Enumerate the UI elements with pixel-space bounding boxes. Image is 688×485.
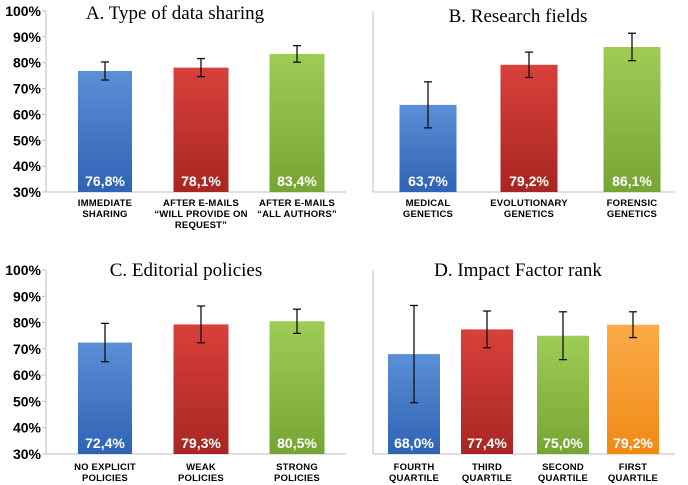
y-tick-label: 40% [13,158,42,174]
panel-title: B. Research fields [449,6,588,27]
y-tick-label: 30% [13,184,42,200]
category-label: NO EXPLICIT POLICIES [74,462,136,484]
bar [269,53,325,193]
category-label: FIRST QUARTILE [608,462,658,484]
data-label: 76,8% [85,173,125,189]
y-tick-label: 80% [13,55,42,71]
y-tick-label: 100% [5,262,41,278]
y-tick-label: 60% [13,367,42,383]
bar [78,70,132,192]
y-tick-label: 30% [13,446,42,462]
data-label: 79,3% [181,435,221,451]
data-label: 68,0% [394,435,434,451]
data-label: 77,4% [467,435,507,451]
data-label: 86,1% [612,173,652,189]
data-label: 72,4% [85,435,125,451]
y-tick-label: 40% [13,420,42,436]
bar [607,324,659,454]
y-tick-label: 70% [13,81,42,97]
data-label: 79,2% [613,435,653,451]
bar [603,46,661,192]
y-tick-label: 60% [13,106,42,122]
category-label: FOURTH QUARTILE [389,462,439,484]
y-tick-label: 80% [13,315,42,331]
y-tick-label: 90% [13,29,42,45]
category-label: IMMEDIATE SHARING [78,198,132,220]
category-label: FORENSIC GENETICS [607,198,658,220]
data-label: 63,7% [408,173,448,189]
data-label: 79,2% [509,173,549,189]
y-tick-label: 70% [13,341,42,357]
bar [173,324,229,454]
bar [500,64,558,192]
y-tick-label: 50% [13,132,42,148]
data-label: 83,4% [277,173,317,189]
data-label: 80,5% [277,435,317,451]
category-label: STRONG POLICIES [274,462,320,484]
category-label: THIRD QUARTILE [462,462,512,484]
category-label: AFTER E-MAILS “ALL AUTHORS” [257,198,337,220]
bar [461,329,513,454]
bar [173,67,229,192]
bar [269,321,325,454]
category-label: EVOLUTIONARY GENETICS [490,198,568,220]
category-label: SECOND QUARTILE [538,462,588,484]
panel-title: A. Type of data sharing [86,3,265,24]
data-label: 78,1% [181,173,221,189]
category-label: AFTER E-MAILS “WILL PROVIDE ON REQUEST” [154,198,247,231]
y-tick-label: 100% [5,3,41,19]
category-label: WEAK POLICIES [178,462,224,484]
panel-title: D. Impact Factor rank [434,260,602,281]
category-label: MEDICAL GENETICS [403,198,453,220]
y-tick-label: 50% [13,393,42,409]
panel-title: C. Editorial policies [110,260,263,281]
data-label: 75,0% [543,435,583,451]
y-tick-label: 90% [13,288,42,304]
